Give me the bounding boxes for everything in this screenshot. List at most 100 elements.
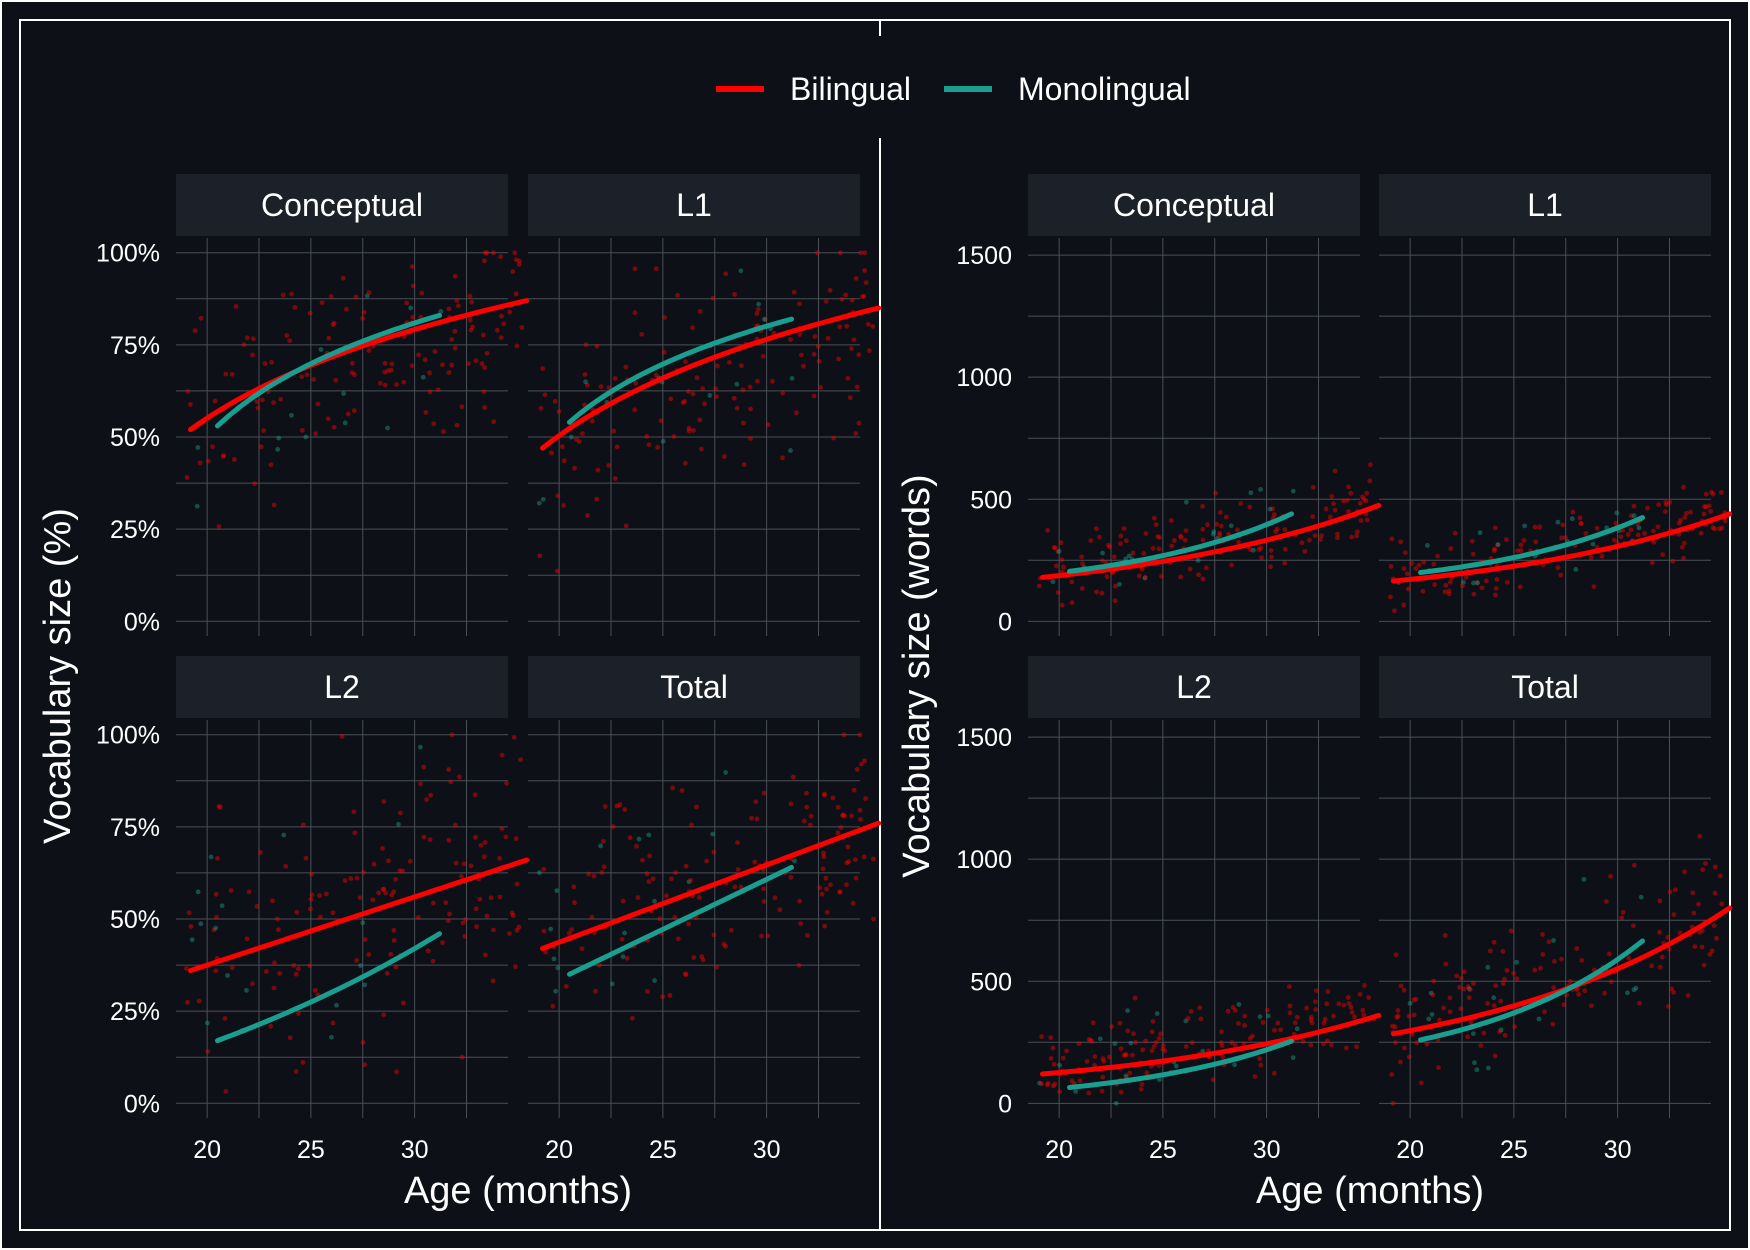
point-bilingual [862, 758, 868, 764]
point-bilingual [655, 444, 660, 450]
point-bilingual [691, 955, 697, 960]
point-bilingual [1432, 582, 1438, 588]
point-bilingual [510, 913, 516, 919]
point-bilingual [1401, 1045, 1407, 1051]
point-monolingual [1498, 1027, 1504, 1033]
point-bilingual [596, 962, 602, 968]
point-bilingual [1657, 929, 1662, 935]
point-bilingual [714, 394, 719, 400]
point-bilingual [1232, 1042, 1238, 1048]
facet-conceptual: Conceptual 0% 25% 50% 75% 100% [96, 174, 530, 636]
point-monolingual [1290, 1055, 1296, 1061]
chart-group-2: Conceptual 0 500 1000 1500 L1 L2 0 500 1000 1500 20… [896, 174, 1733, 1212]
point-bilingual [1671, 989, 1677, 995]
point-bilingual [1318, 537, 1323, 542]
point-monolingual [548, 926, 554, 932]
point-bilingual [1390, 1023, 1395, 1029]
point-monolingual [609, 981, 615, 987]
point-bilingual [371, 861, 377, 867]
point-bilingual [801, 363, 806, 369]
point-bilingual [788, 801, 794, 807]
point-bilingual [1458, 975, 1464, 981]
point-bilingual [1300, 1039, 1306, 1044]
point-bilingual [1552, 959, 1557, 964]
point-bilingual [1500, 949, 1506, 954]
point-bilingual [1150, 1018, 1156, 1024]
point-bilingual [1331, 501, 1336, 507]
point-bilingual [749, 815, 755, 821]
point-monolingual [1485, 1065, 1491, 1071]
point-bilingual [519, 325, 525, 330]
point-bilingual [1310, 514, 1316, 520]
point-bilingual [1562, 535, 1568, 541]
point-monolingual [1638, 894, 1644, 900]
y-tick-label: 100% [96, 240, 160, 268]
point-bilingual [808, 813, 814, 819]
point-monolingual [1633, 985, 1639, 991]
point-bilingual [1242, 1023, 1247, 1028]
point-bilingual [220, 453, 226, 459]
point-bilingual [1401, 566, 1407, 571]
point-bilingual [1100, 558, 1105, 564]
point-bilingual [1111, 554, 1117, 560]
point-bilingual [1588, 555, 1594, 561]
point-bilingual [1655, 524, 1661, 530]
point-bilingual [1656, 502, 1662, 508]
point-bilingual [761, 886, 767, 892]
point-bilingual [509, 910, 515, 916]
point-bilingual [683, 359, 688, 365]
point-bilingual [1479, 585, 1485, 591]
point-bilingual [811, 351, 817, 357]
point-monolingual [710, 831, 716, 837]
point-bilingual [1150, 545, 1156, 551]
point-bilingual [612, 376, 618, 381]
point-bilingual [312, 987, 318, 993]
point-bilingual [1197, 1005, 1203, 1011]
x-tick-label: 30 [1604, 1136, 1632, 1164]
point-bilingual [1294, 1014, 1300, 1020]
point-bilingual [858, 250, 864, 256]
point-bilingual [1672, 887, 1678, 893]
facet-title: Total [660, 669, 728, 705]
inner-border [19, 19, 1731, 1231]
point-bilingual [289, 291, 294, 297]
point-bilingual [283, 863, 289, 869]
point-bilingual [1306, 537, 1312, 543]
point-monolingual [1236, 1001, 1242, 1007]
point-monolingual [598, 843, 604, 849]
point-bilingual [700, 957, 706, 963]
point-bilingual [1560, 522, 1566, 528]
point-bilingual [1457, 984, 1462, 990]
point-bilingual [271, 985, 277, 991]
point-bilingual [416, 352, 422, 358]
point-bilingual [1155, 534, 1161, 540]
point-bilingual [1088, 538, 1094, 543]
point-bilingual [377, 380, 383, 386]
point-bilingual [331, 320, 337, 326]
point-bilingual [1461, 986, 1467, 992]
point-bilingual [824, 886, 829, 892]
point-bilingual [1121, 1052, 1127, 1058]
point-bilingual [804, 790, 809, 796]
point-bilingual [822, 791, 827, 797]
point-bilingual [827, 287, 833, 293]
point-bilingual [1420, 588, 1426, 594]
point-monolingual [707, 393, 713, 398]
point-bilingual [479, 361, 485, 367]
point-bilingual [1157, 535, 1162, 540]
point-bilingual [755, 378, 760, 384]
y-tick-label: 500 [970, 968, 1012, 996]
point-bilingual [421, 764, 427, 770]
y-tick-label: 0% [124, 1090, 160, 1118]
point-bilingual [1257, 1056, 1263, 1061]
point-bilingual [870, 856, 876, 862]
point-bilingual [1676, 520, 1682, 526]
point-bilingual [261, 428, 267, 433]
point-bilingual [837, 324, 843, 330]
point-bilingual [697, 417, 703, 423]
point-bilingual [1309, 1020, 1315, 1026]
point-bilingual [1722, 518, 1728, 524]
point-monolingual [1100, 550, 1105, 556]
point-bilingual [1344, 497, 1350, 503]
point-bilingual [790, 774, 796, 780]
